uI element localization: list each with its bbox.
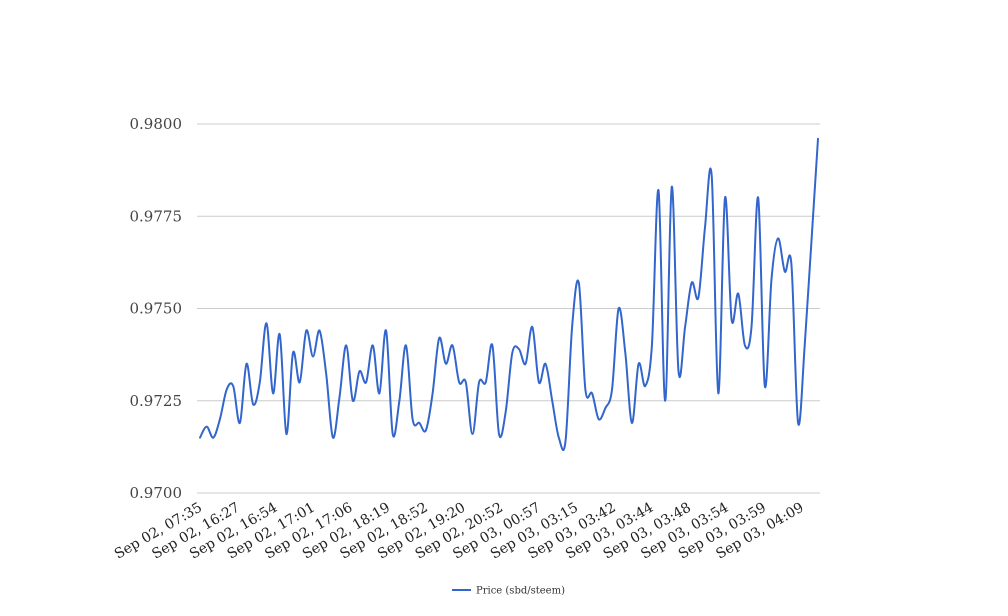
y-tick-label: 0.9700 (130, 484, 183, 502)
y-tick-label: 0.9725 (130, 392, 183, 410)
legend-label: Price (sbd/steem) (476, 586, 565, 597)
y-tick-label: 0.9775 (130, 207, 183, 225)
y-tick-label: 0.9750 (130, 300, 183, 318)
y-tick-label: 0.9800 (130, 115, 183, 133)
y-axis-ticks: 0.9700 0.9725 0.9750 0.9775 0.9800 (130, 115, 183, 502)
legend[interactable]: Price (sbd/steem) (452, 586, 565, 597)
series-line-price (199, 137, 819, 452)
gridlines (197, 123, 820, 494)
